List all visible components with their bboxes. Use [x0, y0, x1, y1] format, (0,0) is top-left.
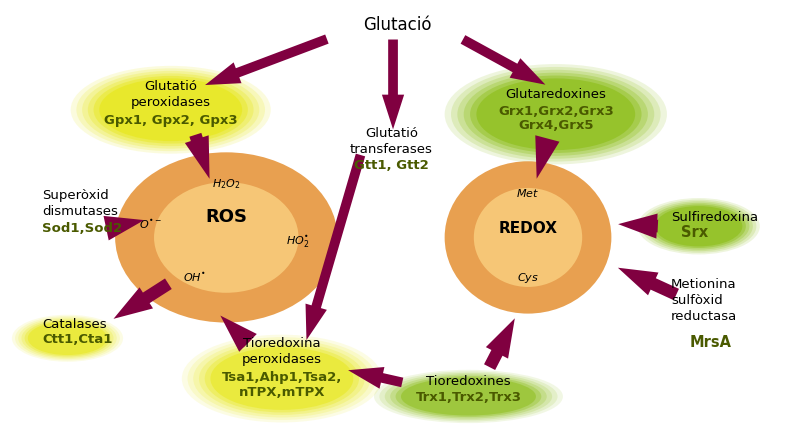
Ellipse shape: [464, 73, 648, 156]
Text: Superòxid
dismutases: Superòxid dismutases: [42, 190, 118, 218]
Ellipse shape: [445, 161, 611, 314]
Text: Tsa1,Ahp1,Tsa2,: Tsa1,Ahp1,Tsa2,: [222, 370, 342, 384]
Text: Catalases: Catalases: [42, 318, 106, 332]
Ellipse shape: [390, 375, 547, 418]
Ellipse shape: [476, 78, 635, 150]
Ellipse shape: [652, 204, 746, 248]
Text: Glutació: Glutació: [363, 16, 431, 34]
Ellipse shape: [28, 322, 107, 355]
Text: Trx1,Trx2,Trx3: Trx1,Trx2,Trx3: [415, 391, 522, 404]
Ellipse shape: [641, 200, 757, 253]
Ellipse shape: [18, 317, 117, 359]
Ellipse shape: [395, 376, 542, 417]
Text: $H_2O_2$: $H_2O_2$: [212, 177, 241, 190]
Ellipse shape: [82, 71, 260, 149]
Text: $OH^•$: $OH^•$: [183, 271, 206, 284]
Text: MrsA: MrsA: [690, 335, 731, 350]
Ellipse shape: [648, 203, 750, 250]
Text: ROS: ROS: [206, 208, 247, 226]
Text: nTPX,mTPX: nTPX,mTPX: [239, 385, 325, 399]
Ellipse shape: [193, 340, 371, 418]
Text: Metionina
sulfòxid
reductasa: Metionina sulfòxid reductasa: [671, 278, 737, 323]
Ellipse shape: [655, 206, 742, 246]
Ellipse shape: [88, 73, 253, 146]
Text: Tioredoxines: Tioredoxines: [426, 375, 511, 388]
Ellipse shape: [15, 316, 120, 360]
Ellipse shape: [474, 188, 582, 287]
Text: $Met$: $Met$: [516, 187, 540, 198]
Ellipse shape: [638, 198, 760, 254]
Ellipse shape: [154, 182, 299, 293]
Text: Glutatió
transferases: Glutatió transferases: [350, 127, 433, 155]
Text: Tioredoxina
peroxidases: Tioredoxina peroxidases: [242, 337, 322, 366]
Text: Gtt1, Gtt2: Gtt1, Gtt2: [354, 159, 429, 172]
Ellipse shape: [76, 69, 265, 151]
Text: $O^{•-}$: $O^{•-}$: [139, 217, 163, 231]
Ellipse shape: [645, 201, 753, 251]
Ellipse shape: [71, 66, 271, 154]
Ellipse shape: [210, 347, 353, 410]
Ellipse shape: [205, 345, 359, 413]
Text: Gpx1, Gpx2, Gpx3: Gpx1, Gpx2, Gpx3: [104, 114, 237, 128]
Ellipse shape: [457, 70, 654, 159]
Ellipse shape: [21, 319, 114, 358]
Text: Glutatió
peroxidases: Glutatió peroxidases: [131, 80, 210, 108]
Ellipse shape: [99, 78, 242, 141]
Text: REDOX: REDOX: [499, 221, 557, 236]
Text: Grx4,Grx5: Grx4,Grx5: [518, 119, 594, 132]
Text: $HO_2^•$: $HO_2^•$: [286, 234, 310, 250]
Ellipse shape: [380, 371, 557, 422]
Ellipse shape: [182, 335, 382, 422]
Ellipse shape: [470, 76, 642, 153]
Text: Grx1,Grx2,Grx3: Grx1,Grx2,Grx3: [498, 104, 614, 118]
Text: Sulfiredoxina: Sulfiredoxina: [671, 211, 758, 224]
Ellipse shape: [94, 76, 248, 144]
Ellipse shape: [199, 342, 364, 415]
Text: Sod1,Sod2: Sod1,Sod2: [42, 222, 122, 235]
Ellipse shape: [451, 67, 661, 162]
Ellipse shape: [187, 337, 376, 420]
Text: Glutaredoxines: Glutaredoxines: [505, 87, 607, 101]
Ellipse shape: [374, 370, 563, 423]
Ellipse shape: [25, 320, 110, 357]
Text: Srx: Srx: [681, 225, 708, 241]
Ellipse shape: [385, 373, 552, 420]
Text: $Cys$: $Cys$: [517, 271, 539, 285]
Text: Ctt1,Cta1: Ctt1,Cta1: [42, 332, 113, 346]
Ellipse shape: [445, 64, 667, 164]
Ellipse shape: [12, 314, 123, 362]
Ellipse shape: [401, 377, 536, 416]
Ellipse shape: [115, 152, 337, 323]
